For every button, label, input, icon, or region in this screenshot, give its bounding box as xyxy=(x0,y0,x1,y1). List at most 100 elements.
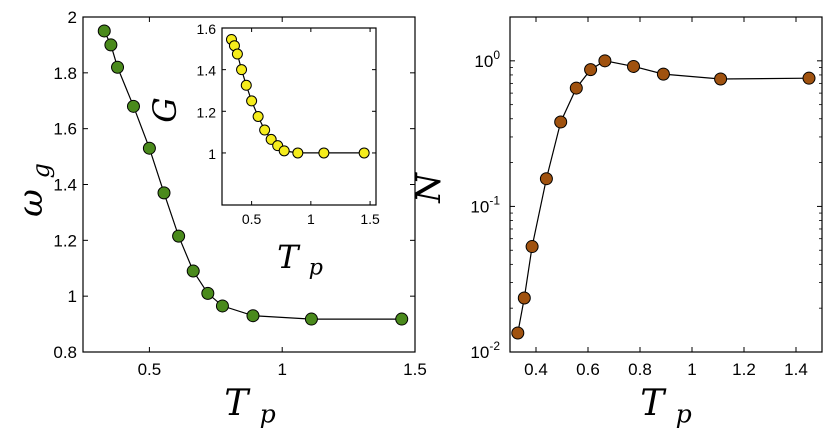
data-point xyxy=(172,229,186,243)
data-point xyxy=(97,24,111,38)
y-tick-label: 0.8 xyxy=(53,343,77,362)
data-point xyxy=(511,326,525,340)
data-point xyxy=(246,95,258,107)
x-tick-label: 1.4 xyxy=(784,360,808,379)
y-tick-label: 1.2 xyxy=(53,231,77,250)
y-tick-label-exponent: 0 xyxy=(493,48,500,62)
inset-y-tick-labels: 1 1.2 1.4 1.6 xyxy=(197,21,217,162)
y-tick-label-exponent: -2 xyxy=(489,339,500,353)
left-data-points xyxy=(97,24,409,326)
data-point xyxy=(186,264,200,278)
data-point xyxy=(318,147,330,159)
y-tick-label: 100 xyxy=(474,48,500,71)
x-tick-label: 0.6 xyxy=(576,360,600,379)
inset-background xyxy=(222,28,376,205)
inset-data-points xyxy=(225,33,370,159)
inset-x-axis-label: T p xyxy=(277,238,323,281)
x-tick-label: 0.4 xyxy=(524,360,548,379)
data-point xyxy=(201,286,215,300)
data-point xyxy=(525,240,539,254)
y-tick-label: 1.4 xyxy=(197,63,217,79)
y-tick-label: 1.4 xyxy=(53,176,77,195)
data-point xyxy=(236,64,248,76)
data-point xyxy=(569,81,583,95)
right-x-axis-label: T p xyxy=(640,383,692,429)
x-tick-label: 1.5 xyxy=(403,360,427,379)
data-point xyxy=(104,38,118,52)
data-point xyxy=(358,147,370,159)
x-tick-label: 1.5 xyxy=(360,211,380,227)
y-tick-label: 1.8 xyxy=(53,64,77,83)
y-tick-label-base: 10 xyxy=(470,343,489,362)
data-point xyxy=(142,141,156,155)
left-y-label-text: ω xyxy=(11,189,51,217)
y-tick-label: 1.6 xyxy=(197,21,217,37)
axis-label-subscript: g xyxy=(27,163,55,178)
inset-x-label-text: T xyxy=(277,238,301,276)
left-x-tick-labels: 0.5 1 1.5 xyxy=(138,360,427,379)
x-tick-label: 0.5 xyxy=(138,360,162,379)
x-tick-label: 0.5 xyxy=(242,211,262,227)
x-tick-label: 0.8 xyxy=(628,360,652,379)
x-tick-label: 1 xyxy=(307,211,315,227)
data-point xyxy=(157,186,171,200)
right-y-axis-label: N xyxy=(409,172,449,204)
left-x-axis-label: T p xyxy=(224,383,276,429)
y-tick-label: 1.6 xyxy=(53,120,77,139)
data-point xyxy=(304,312,318,326)
right-y-label-text: N xyxy=(409,172,449,204)
data-point xyxy=(598,54,612,68)
data-point xyxy=(111,60,125,74)
data-point xyxy=(539,172,553,186)
data-point xyxy=(517,291,531,305)
data-point xyxy=(126,99,140,113)
data-point xyxy=(215,299,229,313)
inset-x-tick-labels: 0.5 1 1.5 xyxy=(242,211,380,227)
data-point xyxy=(231,48,243,60)
data-point xyxy=(395,312,409,326)
inset-ticks xyxy=(222,27,376,205)
data-point xyxy=(278,145,290,157)
data-point xyxy=(259,124,271,136)
left-y-axis-label: ω g xyxy=(11,163,55,217)
data-point xyxy=(554,115,568,129)
right-series-line xyxy=(517,60,810,334)
left-chart: 0.8 1 1.2 1.4 1.6 1.8 2 0.5 1 1.5 ω g T p xyxy=(11,8,427,429)
left-y-tick-labels: 0.8 1 1.2 1.4 1.6 1.8 2 xyxy=(53,8,77,362)
x-tick-label: 1 xyxy=(687,360,696,379)
data-point xyxy=(627,59,640,73)
right-x-label-text: T xyxy=(640,383,667,424)
y-tick-label: 2 xyxy=(68,8,77,27)
axis-label-subscript: p xyxy=(260,400,276,429)
y-tick-label-base: 10 xyxy=(470,197,489,216)
x-tick-label: 1.2 xyxy=(732,360,756,379)
y-tick-label: 1 xyxy=(68,287,77,306)
right-ticks xyxy=(510,16,822,353)
inset-chart: 1 1.2 1.4 1.6 0.5 1 1.5 G T p xyxy=(146,21,380,281)
y-tick-label-exponent: -1 xyxy=(489,193,500,207)
data-point xyxy=(656,67,670,81)
inset-plot-frame xyxy=(221,27,377,206)
axis-label-subscript: p xyxy=(309,255,323,281)
data-point xyxy=(240,79,252,91)
axis-label-subscript: p xyxy=(676,400,692,429)
inset-y-label-text: G xyxy=(146,97,184,123)
data-point xyxy=(802,71,816,85)
left-x-label-text: T xyxy=(224,383,251,424)
data-point xyxy=(584,63,598,77)
data-point xyxy=(246,309,260,323)
x-tick-label: 1 xyxy=(277,360,286,379)
left-ticks xyxy=(83,16,416,353)
y-tick-label: 10-2 xyxy=(470,339,500,362)
right-data-points xyxy=(511,54,816,340)
y-tick-label-base: 10 xyxy=(474,52,493,71)
inset-y-axis-label: G xyxy=(146,97,184,123)
y-tick-label: 1 xyxy=(208,146,216,162)
y-tick-label: 10-1 xyxy=(470,193,500,216)
right-x-tick-labels: 0.4 0.6 0.8 1 1.2 1.4 xyxy=(524,360,808,379)
y-tick-label: 1.2 xyxy=(197,104,217,120)
right-plot-frame xyxy=(509,16,823,353)
